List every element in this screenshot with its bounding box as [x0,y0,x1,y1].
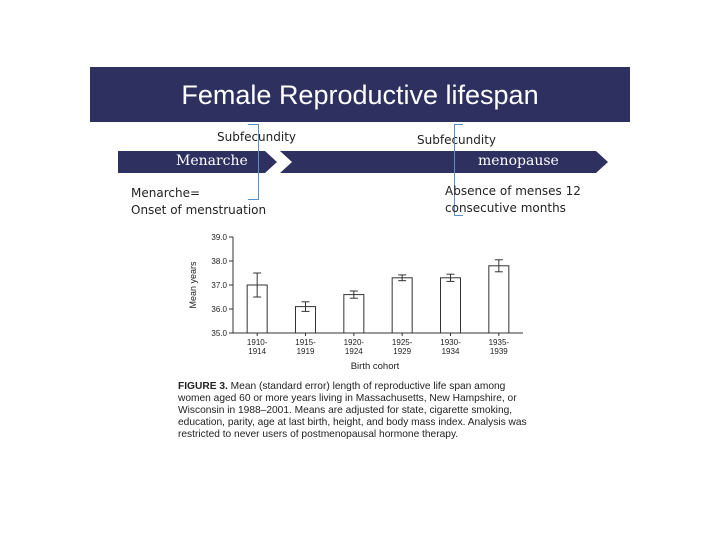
x-tick-label: 1929 [393,347,411,356]
menopause-definition-line2: consecutive months [445,201,566,215]
menarche-definition-line2: Onset of menstruation [131,203,267,217]
title-bar: Female Reproductive lifespan [90,67,630,122]
menopause-label: menopause [478,153,559,169]
menarche-definition-line1: Menarche= [131,186,201,200]
x-tick-label: 1935- [489,338,510,347]
bar [440,277,461,334]
menopause-definition-line1: Absence of menses 12 [445,184,581,198]
bar [391,277,413,334]
y-tick-label: 37.0 [211,281,227,290]
figure-caption-text: Mean (standard error) length of reproduc… [178,381,527,440]
bar [488,265,510,334]
menarche-label: Menarche [176,153,248,169]
subfecundity-left-bracket [248,124,259,200]
x-tick-label: 1919 [297,347,315,356]
subfecundity-right-bracket [454,124,463,216]
subfecundity-chevron [265,151,292,173]
subfecundity-left-label: Subfecundity [217,130,297,144]
x-tick-label: 1924 [345,347,363,356]
y-tick-label: 36.0 [211,305,227,314]
x-tick-label: 1939 [490,347,508,356]
y-axis-label: Mean years [188,261,198,309]
x-tick-label: 1910- [247,338,268,347]
y-tick-label: 35.0 [211,329,227,338]
slide-title: Female Reproductive lifespan [181,80,539,110]
x-tick-label: 1915- [295,338,316,347]
x-axis-label: Birth cohort [351,361,400,372]
x-tick-label: 1930- [440,338,461,347]
y-tick-label: 38.0 [211,257,227,266]
figure-caption-label: FIGURE 3. [178,381,228,392]
lifespan-arrow-band [118,151,608,173]
y-tick-label: 39.0 [211,233,227,242]
subfecundity-right-label: Subfecundity [417,133,497,147]
menarche-definition: Menarche= Onset of menstruation [131,185,266,219]
bar [343,294,365,334]
x-tick-label: 1914 [248,347,266,356]
x-tick-label: 1920- [344,338,365,347]
menopause-definition: Absence of menses 12 consecutive months [445,183,581,217]
x-tick-label: 1925- [392,338,413,347]
x-tick-label: 1934 [442,347,460,356]
figure-caption: FIGURE 3. Mean (standard error) length o… [178,381,538,441]
